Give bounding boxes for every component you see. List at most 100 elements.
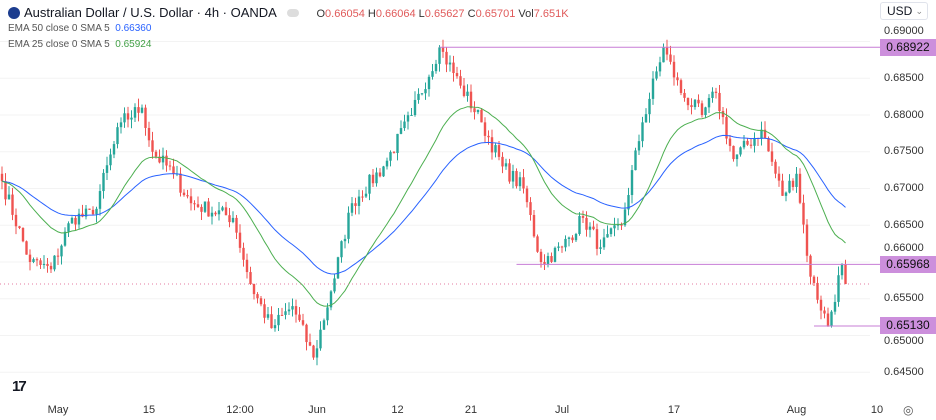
candle-body (448, 62, 452, 65)
candle-body (508, 163, 511, 182)
level-price-tag[interactable]: 0.65130 (880, 317, 936, 335)
settings-icon[interactable]: ◎ (903, 403, 914, 417)
candle-body (144, 107, 147, 128)
time-tick-label: 15 (142, 404, 156, 416)
candle-body (410, 115, 413, 116)
candle-body (683, 92, 686, 98)
candle-body (672, 61, 676, 78)
candle-body (511, 171, 515, 182)
candle-body (245, 259, 249, 273)
candle-body (60, 245, 63, 257)
candle-body (452, 62, 455, 74)
candle-body (207, 201, 210, 217)
tradingview-logo[interactable]: 17 (12, 378, 27, 395)
candle-body (116, 127, 119, 145)
candle-body (329, 291, 333, 308)
time-tick-label: 12:00 (226, 404, 254, 416)
candle-body (238, 232, 242, 248)
candle-body (249, 272, 252, 285)
candle-body (217, 210, 221, 215)
candle-body (497, 145, 501, 157)
candle-body (581, 216, 585, 218)
candle-body (522, 177, 525, 189)
candle-body (0, 173, 4, 182)
candle-body (95, 208, 98, 215)
candle-body (676, 77, 679, 81)
candle-body (658, 62, 662, 72)
candle-body (795, 173, 798, 187)
collapse-icon[interactable] (286, 9, 299, 17)
candle-body (462, 85, 466, 96)
candle-body (567, 237, 571, 239)
candle-body (298, 314, 301, 321)
currency-select[interactable]: USD ⌄ (880, 2, 928, 20)
chevron-down-icon: ⌄ (915, 6, 923, 16)
candle-body (368, 174, 371, 194)
candle-body (721, 111, 725, 118)
symbol-title[interactable]: Australian Dollar / U.S. Dollar · 4h · O… (24, 5, 277, 20)
candle-body (655, 71, 658, 79)
candle-body (154, 151, 158, 157)
candle-body (823, 310, 826, 314)
candle-body (777, 173, 781, 181)
level-price-tag[interactable]: 0.65968 (880, 255, 936, 273)
candle-body (147, 127, 151, 141)
candle-body (770, 151, 774, 162)
candle-body (725, 117, 728, 139)
candle-body (483, 122, 487, 136)
candle-body (392, 152, 396, 154)
candle-body (494, 145, 497, 153)
candle-body (536, 236, 539, 252)
price-tick-label: 0.68000 (884, 108, 924, 121)
ema25-legend[interactable]: EMA 25 close 0 SMA 5 0.65924 (8, 39, 152, 50)
candle-body (413, 99, 417, 115)
candle-body (644, 114, 648, 123)
candle-body (438, 47, 441, 64)
candle-body (266, 314, 270, 318)
candle-body (662, 47, 665, 63)
candle-body (228, 215, 231, 223)
candle-body (767, 138, 770, 152)
candle-body (326, 307, 329, 321)
candle-body (819, 299, 823, 311)
candle-body (711, 91, 714, 98)
candle-body (459, 76, 462, 86)
candle-body (837, 275, 840, 302)
candle-body (543, 262, 546, 265)
candle-body (781, 180, 784, 196)
candle-body (21, 227, 25, 242)
candle-body (637, 141, 641, 151)
candle-body (182, 192, 186, 196)
candle-body (697, 99, 700, 104)
candle-body (165, 155, 168, 166)
candle-body (735, 154, 739, 160)
candle-body (707, 97, 711, 108)
time-tick-label: 10 (870, 404, 884, 416)
candle-body (340, 241, 343, 258)
candle-body (630, 170, 634, 196)
candle-body (382, 166, 385, 177)
ema25-line (1, 106, 846, 307)
price-tick-label: 0.65500 (884, 292, 924, 305)
candle-body (504, 163, 508, 167)
candle-body (396, 133, 399, 154)
candle-body (305, 324, 308, 343)
candle-body (585, 217, 588, 230)
level-price-tag[interactable]: 0.68922 (880, 38, 936, 56)
candle-body (284, 311, 287, 315)
candle-body (35, 259, 39, 261)
candle-body (669, 54, 672, 62)
candle-body (364, 193, 368, 197)
time-tick-label: 12 (391, 404, 404, 416)
price-tick-label: 0.67000 (884, 182, 924, 194)
candle-body (277, 314, 280, 326)
candle-body (574, 234, 578, 241)
candle-body (259, 298, 263, 305)
candle-body (301, 320, 305, 325)
candle-body (427, 76, 431, 90)
ohlc-values: O0.66054 H0.66064 L0.65627 C0.65701 Vol7… (316, 8, 569, 20)
candle-body (389, 152, 392, 161)
candle-body (84, 208, 88, 217)
ema50-legend[interactable]: EMA 50 close 0 SMA 5 0.66360 (8, 23, 152, 34)
